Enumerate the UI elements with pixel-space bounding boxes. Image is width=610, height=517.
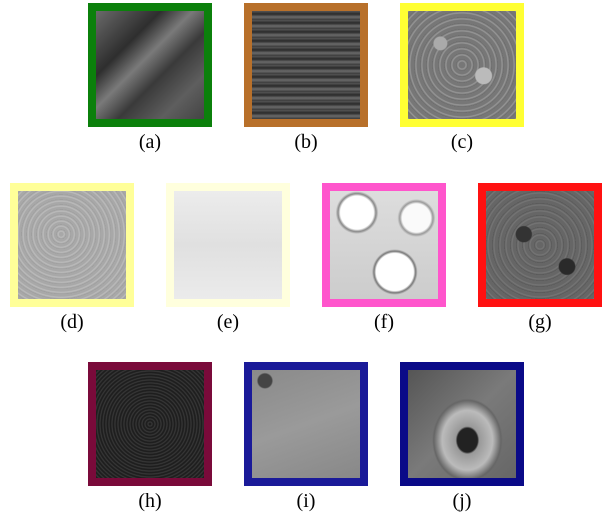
texture-image (400, 362, 524, 486)
panel-label: (a) (138, 131, 162, 153)
texture-image (322, 183, 446, 307)
texture-image (244, 3, 368, 127)
panel-label: (h) (138, 490, 162, 512)
panel-label: (c) (450, 131, 474, 153)
texture-image (10, 183, 134, 307)
panel-label: (e) (216, 311, 240, 333)
panel-label: (i) (296, 490, 316, 512)
texture-image (88, 3, 212, 127)
panel-label: (d) (60, 311, 84, 333)
texture-image (244, 362, 368, 486)
panel-label: (f) (374, 311, 394, 333)
texture-image (400, 3, 524, 127)
texture-image (88, 362, 212, 486)
texture-image (478, 183, 602, 307)
panel-label: (g) (528, 311, 552, 333)
panel-label: (j) (452, 490, 472, 512)
panel-label: (b) (294, 131, 318, 153)
texture-image (166, 183, 290, 307)
